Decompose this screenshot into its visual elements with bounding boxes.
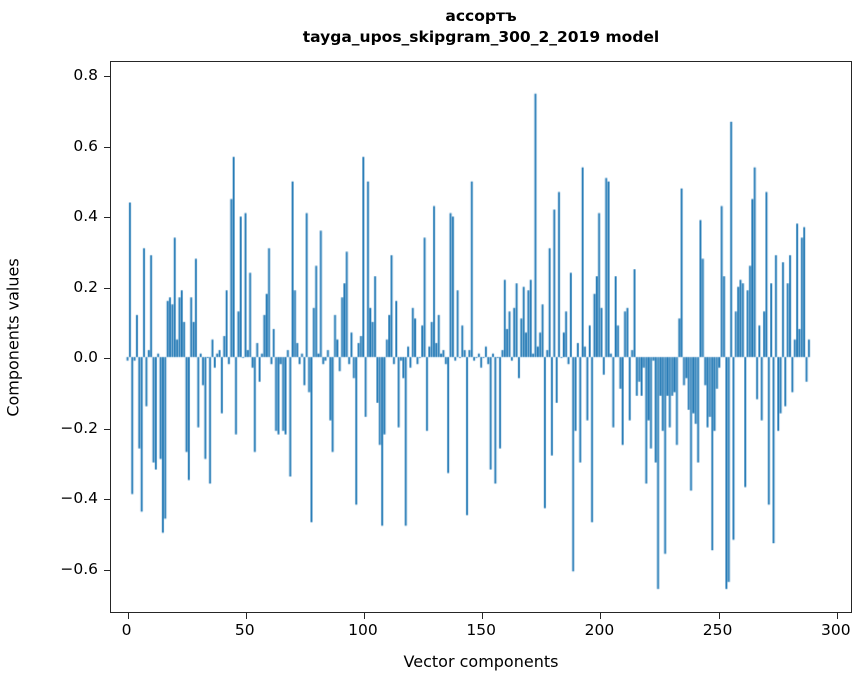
y-tick-mark xyxy=(104,499,111,501)
y-tick-mark xyxy=(104,428,111,430)
x-tick-label: 0 xyxy=(121,621,132,639)
y-tick-mark xyxy=(104,76,111,78)
x-tick-label: 200 xyxy=(584,621,615,639)
x-tick-mark xyxy=(363,612,365,619)
y-tick-mark xyxy=(104,146,111,148)
y-tick-mark xyxy=(104,287,111,289)
x-tick-label: 250 xyxy=(702,621,733,639)
x-tick-mark xyxy=(127,612,129,619)
x-tick-label: 100 xyxy=(348,621,378,639)
x-axis-label: Vector components xyxy=(403,652,559,671)
chart-title: ассортъ tayga_upos_skipgram_300_2_2019 m… xyxy=(110,6,852,47)
y-tick-label: −0.4 xyxy=(60,489,98,508)
x-tick-mark xyxy=(718,612,720,619)
x-tick-label: 300 xyxy=(821,621,851,639)
y-tick-mark xyxy=(104,217,111,219)
plot-area xyxy=(104,61,852,619)
y-tick-label: 0.6 xyxy=(73,136,98,155)
y-tick-label: −0.6 xyxy=(60,559,98,578)
y-tick-label: 0.0 xyxy=(73,348,98,367)
x-tick-label: 150 xyxy=(466,621,496,639)
x-tick-mark xyxy=(482,612,484,619)
bar-series-canvas xyxy=(111,62,851,612)
chart-title-line2: tayga_upos_skipgram_300_2_2019 model xyxy=(302,27,660,46)
x-tick-mark xyxy=(836,612,838,619)
x-tick-mark xyxy=(245,612,247,619)
chart-title-line1: ассортъ xyxy=(445,7,517,25)
y-tick-label: −0.2 xyxy=(60,418,98,437)
y-tick-mark xyxy=(104,569,111,571)
x-tick-mark xyxy=(600,612,602,619)
y-tick-label: 0.8 xyxy=(73,66,98,85)
x-tick-label: 50 xyxy=(234,621,255,639)
y-tick-mark xyxy=(104,358,111,360)
y-tick-label: 0.4 xyxy=(73,207,98,226)
y-tick-label: 0.2 xyxy=(73,277,98,296)
